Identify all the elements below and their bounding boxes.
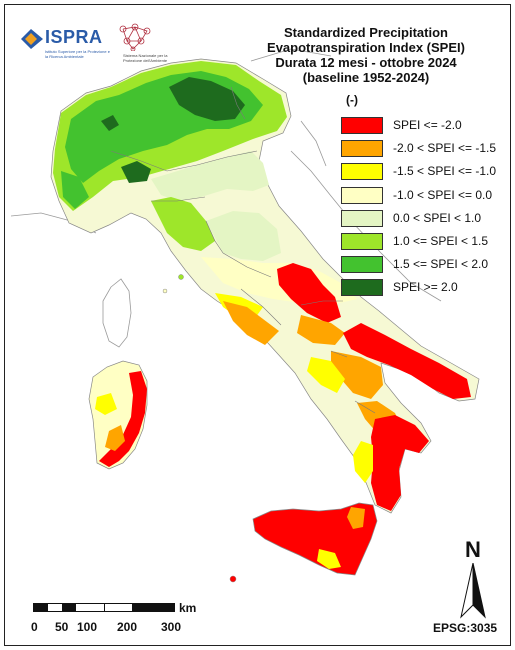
ispra-logo: ISPRA Istituto Superiore per la Protezio…	[19, 27, 110, 67]
legend-unit: (-)	[346, 93, 358, 107]
north-arrow: N	[457, 537, 489, 619]
map-canvas	[10, 48, 480, 583]
corsica	[102, 278, 132, 348]
legend-item: SPEI <= -2.0	[341, 115, 510, 138]
snpa-network-icon	[119, 23, 151, 51]
legend: SPEI <= -2.0 -2.0 < SPEI <= -1.5 -1.5 < SP…	[341, 115, 510, 301]
legend-swatch	[341, 256, 383, 274]
legend-item: 1.0 <= SPEI < 1.5	[341, 231, 510, 254]
legend-item: -1.5 < SPEI <= -1.0	[341, 161, 510, 184]
legend-label: -1.0 < SPEI <= 0.0	[393, 187, 493, 202]
snpa-subtitle: Sistema Nazionale per la Protezione dell…	[123, 53, 168, 63]
legend-item: SPEI >= 2.0	[341, 277, 510, 300]
scale-unit: km	[179, 601, 197, 615]
legend-item: 0.0 < SPEI < 1.0	[341, 208, 510, 231]
sicily	[252, 502, 378, 576]
scale-tick-300: 300	[161, 620, 182, 634]
legend-label: 0.0 < SPEI < 1.0	[393, 210, 482, 225]
map-title: Standardized Precipitation Evapotranspir…	[236, 25, 496, 85]
legend-swatch	[341, 117, 383, 134]
title-line-1: Standardized Precipitation	[284, 25, 448, 40]
legend-item: -1.0 < SPEI <= 0.0	[341, 185, 510, 208]
legend-label: -1.5 < SPEI <= -1.0	[393, 164, 497, 179]
scale-bar	[33, 603, 175, 612]
projection-label: EPSG:3035	[433, 621, 498, 635]
scale-tick-0: 0	[31, 620, 38, 634]
scale-tick-50: 50	[55, 620, 69, 634]
scale-tick-100: 100	[77, 620, 98, 634]
legend-label: SPEI >= 2.0	[393, 280, 458, 295]
scale-tick-200: 200	[117, 620, 138, 634]
legend-label: -2.0 < SPEI <= -1.5	[393, 141, 497, 156]
legend-item: 1.5 <= SPEI < 2.0	[341, 254, 510, 277]
legend-swatch	[341, 279, 383, 297]
legend-swatch	[341, 209, 383, 227]
north-arrow-icon	[460, 563, 486, 619]
region-borders	[110, 86, 376, 414]
legend-swatch	[341, 186, 383, 204]
ispra-subtitle: Istituto Superiore per la Protezione e l…	[45, 49, 110, 59]
legend-label: 1.0 <= SPEI < 1.5	[393, 233, 489, 248]
legend-swatch	[341, 163, 383, 181]
legend-item: -2.0 < SPEI <= -1.5	[341, 138, 510, 161]
map-frame: ISPRA Istituto Superiore per la Protezio…	[4, 4, 511, 646]
snpa-logo: Sistema Nazionale per la Protezione dell…	[113, 23, 171, 67]
ispra-name: ISPRA	[45, 27, 103, 47]
title-line-3: Durata 12 mesi - ottobre 2024	[275, 55, 457, 70]
legend-label: 1.5 <= SPEI < 2.0	[393, 257, 489, 272]
north-letter: N	[465, 537, 481, 562]
legend-label: SPEI <= -2.0	[393, 118, 462, 132]
title-line-4: (baseline 1952-2024)	[302, 70, 430, 85]
title-line-2: Evapotranspiration Index (SPEI)	[267, 40, 465, 55]
legend-swatch	[341, 140, 383, 158]
legend-swatch	[341, 232, 383, 250]
ispra-emblem-icon	[21, 29, 43, 49]
